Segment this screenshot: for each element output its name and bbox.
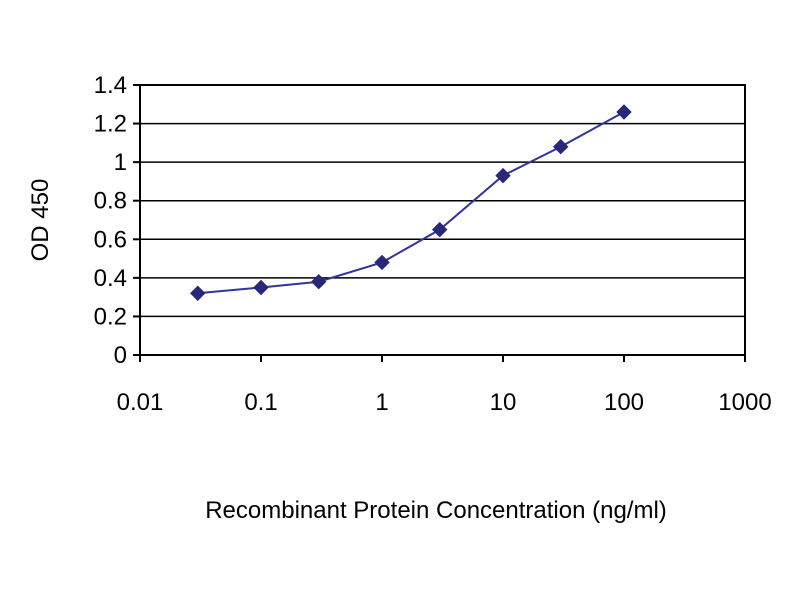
x-tick-label: 1 xyxy=(375,389,388,416)
x-tick-label: 0.1 xyxy=(244,389,277,416)
y-axis-title: OD 450 xyxy=(27,179,54,262)
x-tick-label: 1000 xyxy=(718,389,771,416)
y-tick-label: 1.2 xyxy=(94,111,127,138)
y-tick-label: 0.4 xyxy=(94,265,127,292)
series-line xyxy=(197,111,625,295)
data-point-marker xyxy=(190,285,206,301)
data-point-marker xyxy=(374,254,390,271)
data-point-marker xyxy=(616,104,632,120)
x-tick-label: 10 xyxy=(490,389,517,416)
y-tick-label: 1 xyxy=(114,149,127,176)
data-point-marker xyxy=(311,274,327,290)
data-point-marker xyxy=(253,279,269,296)
y-tick-label: 0 xyxy=(114,342,127,369)
y-tick-label: 0.6 xyxy=(94,226,127,253)
data-point-marker xyxy=(432,221,448,238)
plot-frame xyxy=(139,84,746,356)
x-axis-title: Recombinant Protein Concentration (ng/ml… xyxy=(205,497,667,524)
y-tick-label: 0.2 xyxy=(94,303,127,330)
x-tick-label: 100 xyxy=(604,389,644,416)
y-tick-label: 1.4 xyxy=(94,72,127,99)
data-point-marker xyxy=(495,167,511,184)
y-tick-label: 0.8 xyxy=(94,188,127,215)
x-tick-label: 0.01 xyxy=(117,389,164,416)
data-point-marker xyxy=(553,139,569,155)
